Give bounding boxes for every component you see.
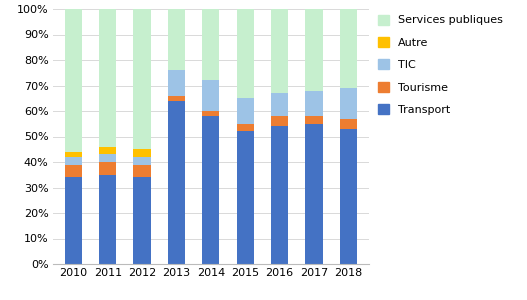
Bar [271, 93, 288, 116]
Bar [237, 124, 254, 131]
Bar [202, 116, 219, 264]
Bar [271, 126, 288, 264]
Bar [168, 96, 185, 101]
Bar [99, 175, 116, 264]
Bar [99, 147, 116, 154]
Bar [168, 70, 185, 96]
Bar [168, 9, 185, 70]
Bar [340, 118, 357, 129]
Bar [133, 164, 151, 177]
Bar [340, 9, 357, 88]
Bar [305, 124, 323, 264]
Bar [271, 116, 288, 126]
Bar [65, 177, 82, 264]
Bar [99, 154, 116, 162]
Bar [99, 9, 116, 147]
Bar [305, 116, 323, 124]
Bar [202, 80, 219, 111]
Bar [305, 9, 323, 91]
Bar [133, 177, 151, 264]
Bar [305, 91, 323, 116]
Bar [65, 164, 82, 177]
Bar [271, 9, 288, 93]
Legend: Services publiques, Autre, TIC, Tourisme, Transport: Services publiques, Autre, TIC, Tourisme… [378, 15, 502, 115]
Bar [133, 157, 151, 164]
Bar [202, 111, 219, 116]
Bar [65, 9, 82, 152]
Bar [133, 149, 151, 157]
Bar [237, 98, 254, 124]
Bar [99, 162, 116, 175]
Bar [168, 101, 185, 264]
Bar [202, 9, 219, 80]
Bar [237, 9, 254, 98]
Bar [133, 9, 151, 149]
Bar [340, 88, 357, 118]
Bar [340, 129, 357, 264]
Bar [65, 152, 82, 157]
Bar [65, 157, 82, 164]
Bar [237, 131, 254, 264]
